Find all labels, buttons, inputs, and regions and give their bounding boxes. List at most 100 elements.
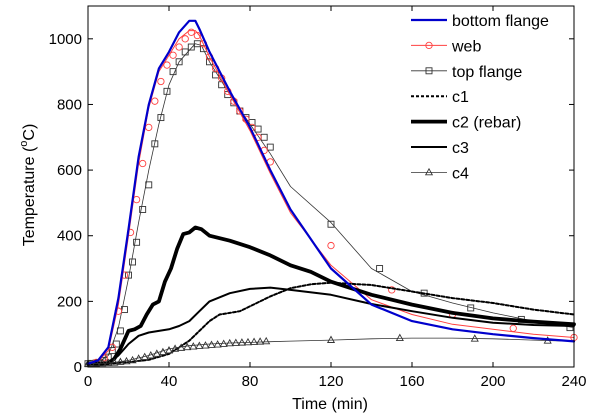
series-marker-top-flange [327, 220, 335, 228]
series-marker-top-flange [145, 181, 153, 189]
y-tick-label: 600 [57, 162, 82, 179]
series-marker-c4 [213, 340, 222, 348]
series-marker-web [388, 286, 396, 294]
series-marker-top-flange [139, 206, 147, 213]
series-marker-c4 [177, 343, 186, 351]
legend-label-c2-rebar: c2 (rebar) [452, 115, 521, 132]
legend-marker-c4 [424, 167, 434, 176]
series-marker-top-flange [199, 45, 207, 53]
legend-entry-top-flange: top flange [411, 64, 522, 81]
x-tick-label: 0 [84, 373, 92, 390]
y-axis-label-group: Temperature (oC) [18, 124, 38, 247]
series-marker-c4 [152, 349, 161, 357]
series-marker-web [145, 123, 153, 132]
series-marker-top-flange [108, 347, 116, 355]
x-tick-label: 200 [480, 373, 505, 390]
series-marker-c4 [207, 340, 216, 348]
series-marker-c4 [237, 338, 246, 346]
y-axis-label-unit: C) [21, 124, 38, 141]
series-marker-c4 [158, 347, 167, 356]
series-marker-c4 [195, 341, 204, 349]
series-marker-web [193, 31, 202, 40]
series-c1 [87, 281, 575, 365]
series-marker-web [509, 324, 517, 332]
y-tick-label: 0 [74, 359, 82, 376]
legend-marker-web [425, 41, 433, 50]
legend-label-web: web [451, 38, 481, 55]
legend-entry-c4: c4 [411, 165, 469, 182]
y-tick-label: 400 [57, 228, 82, 245]
series-marker-web [169, 51, 177, 59]
series-marker-web [157, 77, 165, 86]
series-marker-top-flange [157, 114, 165, 122]
series-marker-c4 [225, 338, 234, 347]
series-marker-c4 [470, 334, 479, 342]
series-marker-top-flange [181, 48, 189, 56]
series-marker-c4 [256, 337, 265, 345]
series-c2-rebar [86, 225, 576, 366]
series-marker-c4 [171, 344, 180, 352]
series-line-top-flange [87, 43, 575, 365]
series-marker-c4 [395, 333, 404, 341]
series-line-bottom-flange [86, 19, 576, 365]
series-marker-c4 [128, 355, 137, 364]
y-tick-label: 800 [57, 96, 82, 113]
plot-area [83, 19, 578, 368]
series-marker-web [151, 97, 159, 105]
legend-label-top-flange: top flange [452, 64, 522, 81]
series-marker-c4 [249, 337, 259, 345]
series-marker-c4 [122, 356, 131, 365]
series-marker-c4 [110, 358, 119, 366]
y-axis-label: Temperature (oC) [18, 124, 38, 247]
series-marker-c4 [98, 358, 107, 367]
series-line-c2-rebar [86, 225, 576, 366]
series-marker-top-flange [151, 140, 159, 148]
series-line-c4 [87, 337, 575, 365]
legend: bottom flange web top flange c1 c2 (rebar) c3… [411, 13, 549, 182]
series-marker-web [242, 115, 250, 123]
series-marker-web [175, 43, 183, 51]
series-marker-web [187, 28, 195, 36]
series-marker-c4 [183, 342, 192, 351]
series-marker-top-flange [254, 125, 262, 133]
legend-entry-c1: c1 [411, 89, 469, 106]
series-marker-top-flange [376, 265, 384, 272]
legend-marker-top-flange [425, 67, 433, 75]
legend-label-c3: c3 [452, 140, 469, 157]
legend-label-bottom-flange: bottom flange [452, 13, 549, 30]
legend-label-c4: c4 [452, 165, 469, 182]
series-marker-top-flange [133, 238, 141, 246]
series-marker-top-flange [116, 327, 124, 335]
series-marker-c4 [104, 358, 113, 366]
series-marker-c4 [262, 336, 271, 345]
series-bottom-flange [86, 19, 576, 365]
x-tick-label: 160 [399, 373, 424, 390]
series-marker-top-flange [129, 258, 137, 266]
series-marker-top-flange [187, 43, 195, 51]
y-axis-label-superscript: o [18, 141, 30, 147]
series-marker-c4 [326, 335, 336, 343]
series-marker-c4 [201, 341, 210, 349]
x-tick-label: 40 [161, 373, 178, 390]
series-marker-c4 [231, 338, 240, 346]
series-marker-web [327, 241, 335, 250]
series-marker-c4 [134, 354, 143, 362]
series-marker-c4 [164, 346, 174, 354]
legend-entry-c2-rebar: c2 (rebar) [411, 115, 521, 132]
plot-frame [87, 5, 575, 368]
series-marker-web [163, 61, 171, 69]
series-marker-top-flange [112, 340, 120, 348]
legend-label-c1: c1 [452, 89, 469, 106]
series-marker-c4 [243, 337, 253, 346]
legend-entry-bottom-flange: bottom flange [411, 13, 549, 30]
series-marker-c4 [189, 342, 198, 350]
series-marker-c4 [92, 358, 101, 367]
series-marker-top-flange [248, 119, 256, 126]
series-marker-top-flange [169, 68, 177, 76]
series-marker-c4 [116, 357, 125, 365]
series-c4 [83, 333, 575, 367]
series-marker-c4 [146, 350, 155, 359]
series-marker-top-flange [125, 271, 132, 279]
x-tick-label: 240 [561, 373, 586, 390]
